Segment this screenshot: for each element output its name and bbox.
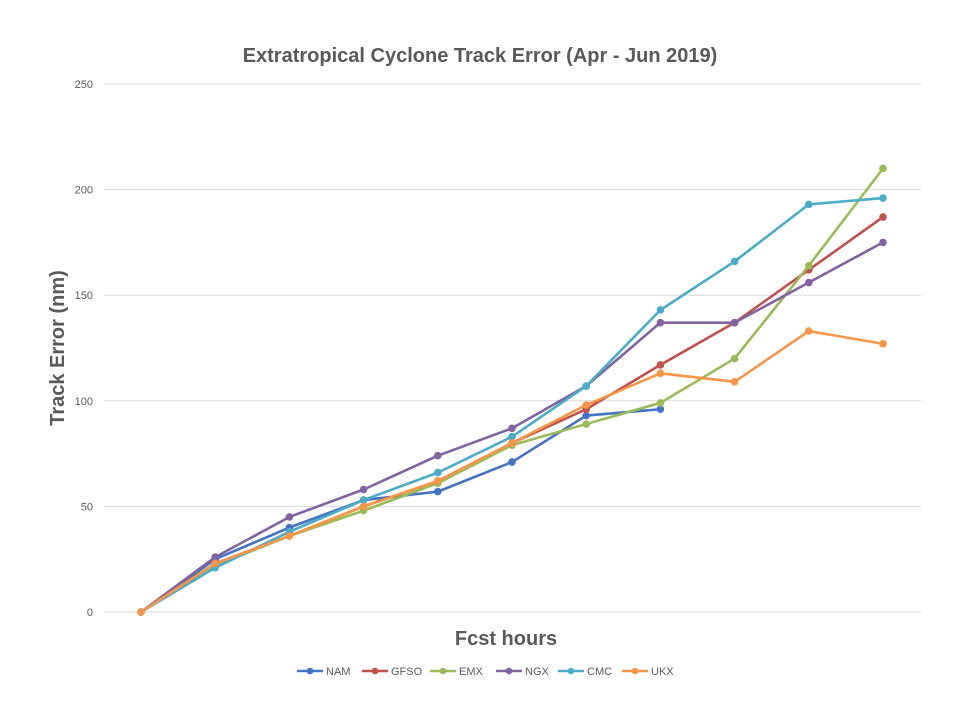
legend-label: GFSO bbox=[391, 666, 423, 678]
data-point bbox=[359, 496, 368, 504]
data-point bbox=[730, 318, 739, 327]
data-point bbox=[508, 439, 516, 447]
data-point bbox=[656, 306, 665, 314]
legend-item-cmc: CMC bbox=[558, 666, 612, 678]
data-point bbox=[656, 318, 665, 327]
legend-label: NAM bbox=[326, 666, 350, 678]
data-point bbox=[434, 477, 442, 485]
legend-swatch-marker bbox=[631, 667, 639, 675]
series-cmc bbox=[137, 194, 887, 616]
data-point bbox=[582, 401, 591, 409]
series-line-ukx bbox=[139, 329, 885, 614]
gridlines bbox=[104, 83, 921, 613]
y-axis-tick-labels: 0 50 100 150 200 250 bbox=[75, 79, 93, 619]
data-point bbox=[805, 327, 813, 335]
x-axis-title: Fcst hours bbox=[455, 628, 557, 650]
data-point bbox=[434, 451, 442, 460]
data-point bbox=[508, 424, 516, 433]
data-point bbox=[805, 200, 813, 209]
data-point bbox=[656, 405, 665, 414]
y-tick-label: 50 bbox=[81, 501, 93, 513]
series-gfso bbox=[137, 213, 887, 616]
data-point bbox=[582, 382, 591, 390]
data-point bbox=[879, 213, 887, 221]
y-tick-label: 100 bbox=[75, 396, 93, 408]
series-line-gfso bbox=[139, 215, 885, 614]
y-tick-label: 200 bbox=[75, 185, 93, 197]
data-point bbox=[879, 339, 887, 348]
legend-label: CMC bbox=[587, 666, 612, 678]
data-point bbox=[434, 487, 442, 496]
data-point bbox=[730, 257, 739, 266]
data-point bbox=[879, 164, 887, 173]
data-point bbox=[805, 278, 813, 287]
data-point bbox=[879, 194, 887, 202]
data-point bbox=[137, 608, 145, 616]
data-point bbox=[285, 532, 294, 540]
data-point bbox=[508, 432, 516, 441]
series-line-nam bbox=[139, 407, 662, 614]
legend-item-ukx: UKX bbox=[622, 666, 674, 678]
chart-title: Extratropical Cyclone Track Error (Apr -… bbox=[243, 45, 718, 67]
data-point bbox=[508, 458, 516, 466]
legend-label: EMX bbox=[459, 666, 484, 678]
legend-swatch-marker bbox=[567, 667, 575, 675]
legend-item-nam: NAM bbox=[297, 666, 350, 678]
series-lines bbox=[137, 164, 887, 616]
legend-swatch-marker bbox=[505, 667, 513, 675]
data-point bbox=[285, 513, 294, 521]
data-point bbox=[582, 411, 591, 420]
y-tick-label: 250 bbox=[75, 79, 93, 91]
data-point bbox=[359, 485, 368, 494]
series-ukx bbox=[137, 327, 887, 616]
data-point bbox=[656, 369, 665, 378]
series-line-emx bbox=[139, 167, 885, 614]
data-point bbox=[434, 468, 442, 477]
legend-swatch-marker bbox=[306, 667, 314, 675]
data-point bbox=[879, 238, 887, 247]
legend: NAM GFSO EMX NGX CMC UKX bbox=[297, 666, 674, 678]
data-point bbox=[582, 420, 591, 428]
data-point bbox=[730, 377, 739, 386]
data-point bbox=[656, 361, 665, 369]
legend-label: NGX bbox=[525, 666, 550, 678]
y-tick-label: 0 bbox=[87, 607, 93, 619]
data-point bbox=[730, 354, 739, 363]
data-point bbox=[656, 399, 665, 407]
y-axis-title: Track Error (nm) bbox=[47, 270, 69, 426]
legend-label: UKX bbox=[651, 666, 674, 678]
legend-swatch-marker bbox=[371, 667, 379, 675]
data-point bbox=[359, 502, 368, 511]
data-point bbox=[805, 261, 813, 270]
data-point bbox=[211, 553, 219, 561]
legend-item-gfso: GFSO bbox=[362, 666, 423, 678]
series-nam bbox=[137, 405, 665, 616]
legend-swatch-marker bbox=[439, 667, 447, 675]
legend-item-emx: EMX bbox=[430, 666, 484, 678]
y-tick-label: 150 bbox=[75, 290, 93, 302]
series-ngx bbox=[137, 238, 887, 616]
legend-item-ngx: NGX bbox=[496, 666, 550, 678]
data-point bbox=[211, 559, 219, 568]
